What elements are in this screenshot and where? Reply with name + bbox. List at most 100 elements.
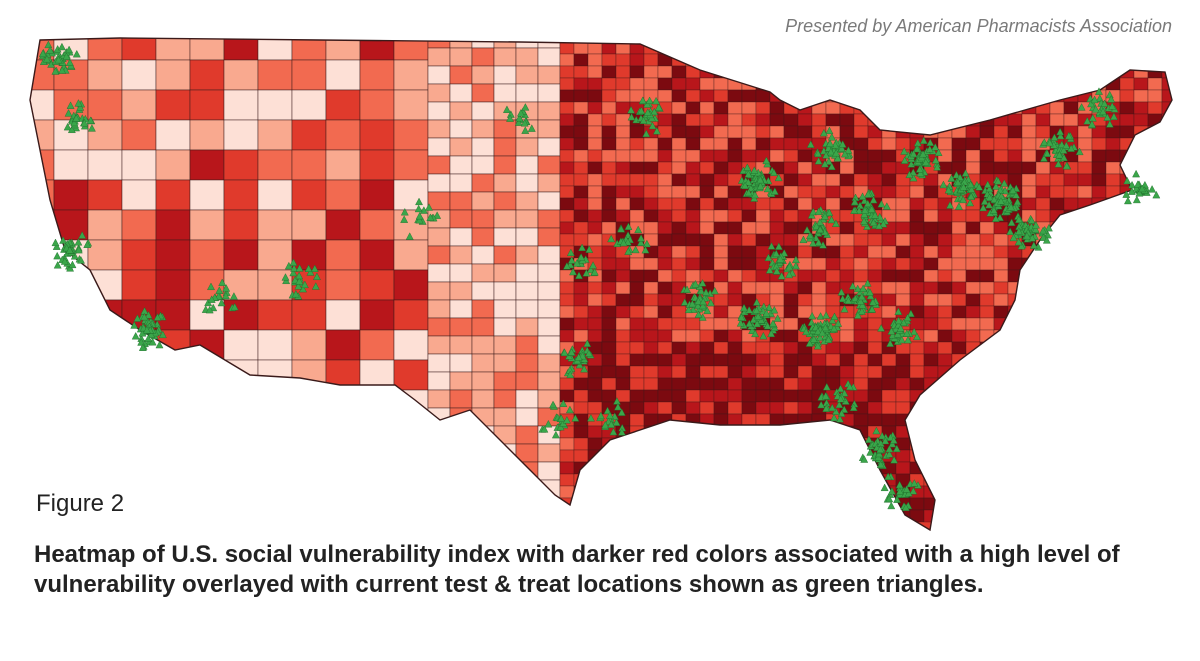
test-treat-marker — [590, 268, 599, 276]
test-treat-marker — [824, 335, 833, 343]
test-treat-marker — [549, 400, 557, 409]
test-treat-marker — [51, 238, 60, 247]
test-treat-marker — [803, 225, 811, 234]
test-treat-marker — [821, 323, 830, 332]
test-treat-marker — [1008, 186, 1017, 194]
test-treat-marker — [876, 460, 885, 469]
test-treat-marker — [980, 197, 989, 205]
test-treat-marker — [765, 303, 774, 311]
test-treat-marker — [753, 319, 761, 328]
test-treat-marker — [955, 202, 963, 210]
test-treat-marker — [281, 273, 290, 281]
test-treat-marker — [1000, 179, 1009, 187]
test-treat-marker — [645, 96, 654, 104]
test-treat-marker — [1044, 223, 1053, 232]
test-treat-marker — [637, 238, 645, 246]
test-treat-marker — [684, 305, 693, 314]
test-treat-marker — [836, 384, 845, 393]
test-treat-marker — [816, 225, 825, 234]
test-treat-marker — [848, 282, 857, 290]
test-treat-marker — [819, 128, 828, 137]
test-treat-marker — [885, 494, 894, 503]
test-treat-marker — [1013, 197, 1022, 206]
test-treat-marker — [837, 144, 846, 152]
test-treat-marker — [756, 182, 765, 190]
test-treat-marker — [824, 157, 833, 165]
test-treat-marker — [876, 445, 885, 453]
test-treat-marker — [580, 364, 589, 373]
test-treat-marker — [58, 66, 67, 74]
test-treat-marker — [861, 206, 869, 214]
test-treat-marker — [791, 261, 800, 270]
test-treat-marker — [814, 207, 823, 215]
test-treat-marker — [1105, 120, 1114, 128]
test-treat-marker — [521, 126, 530, 134]
test-treat-marker — [1045, 138, 1054, 147]
test-treat-marker — [617, 225, 626, 233]
test-treat-marker — [860, 455, 869, 463]
test-treat-marker — [1123, 176, 1132, 185]
test-treat-marker — [694, 310, 703, 318]
test-treat-marker — [756, 175, 765, 184]
credit-text: Presented by American Pharmacists Associ… — [785, 16, 1172, 36]
test-treat-marker — [624, 247, 633, 255]
test-treat-marker — [562, 262, 571, 270]
test-treat-marker — [559, 399, 568, 407]
test-treat-marker — [311, 282, 320, 290]
test-treat-marker — [70, 252, 79, 260]
test-treat-marker — [809, 207, 818, 216]
test-treat-marker — [831, 407, 840, 415]
test-treat-marker — [1095, 87, 1103, 95]
test-treat-marker — [1050, 133, 1059, 141]
test-treat-marker — [306, 268, 315, 276]
test-treat-marker — [516, 109, 525, 117]
test-treat-marker — [1091, 105, 1100, 113]
test-treat-marker — [844, 296, 853, 305]
test-treat-marker — [130, 321, 139, 329]
test-treat-marker — [617, 428, 626, 436]
test-treat-marker — [706, 298, 715, 307]
test-treat-marker — [74, 99, 83, 107]
test-treat-marker — [985, 193, 994, 201]
test-treat-marker — [866, 288, 874, 296]
test-treat-marker — [869, 298, 877, 306]
test-treat-marker — [992, 182, 1000, 190]
test-treat-marker — [814, 238, 823, 246]
test-treat-marker — [850, 206, 859, 214]
test-treat-marker — [840, 389, 849, 397]
test-treat-marker — [808, 311, 817, 320]
test-treat-marker — [699, 297, 708, 306]
test-treat-marker — [1132, 169, 1141, 178]
test-treat-marker — [913, 332, 921, 341]
test-treat-marker — [567, 256, 576, 264]
test-treat-marker — [639, 116, 648, 124]
test-treat-marker — [222, 284, 231, 292]
test-treat-marker — [1039, 226, 1048, 235]
test-treat-marker — [754, 312, 763, 320]
test-treat-marker — [310, 264, 319, 273]
test-treat-marker — [997, 197, 1005, 205]
test-treat-marker — [902, 329, 911, 337]
test-treat-marker — [1060, 153, 1068, 162]
test-treat-marker — [74, 238, 83, 246]
test-treat-marker — [503, 105, 511, 113]
test-treat-marker — [1133, 180, 1142, 188]
test-treat-marker — [743, 163, 752, 171]
test-treat-marker — [944, 185, 953, 194]
test-treat-marker — [153, 313, 162, 321]
test-treat-marker — [601, 420, 610, 429]
test-treat-marker — [1007, 218, 1016, 226]
test-treat-marker — [869, 195, 878, 204]
test-treat-marker — [946, 201, 954, 209]
test-treat-marker — [1042, 236, 1051, 244]
test-treat-marker — [63, 122, 72, 131]
test-treat-marker — [858, 301, 867, 309]
test-treat-marker — [871, 211, 879, 219]
test-treat-marker — [1029, 241, 1038, 249]
test-treat-marker — [830, 413, 839, 422]
test-treat-marker — [822, 382, 831, 391]
test-treat-marker — [521, 103, 530, 111]
test-treat-marker — [939, 180, 948, 189]
test-treat-marker — [605, 411, 614, 419]
test-treat-marker — [776, 255, 785, 263]
